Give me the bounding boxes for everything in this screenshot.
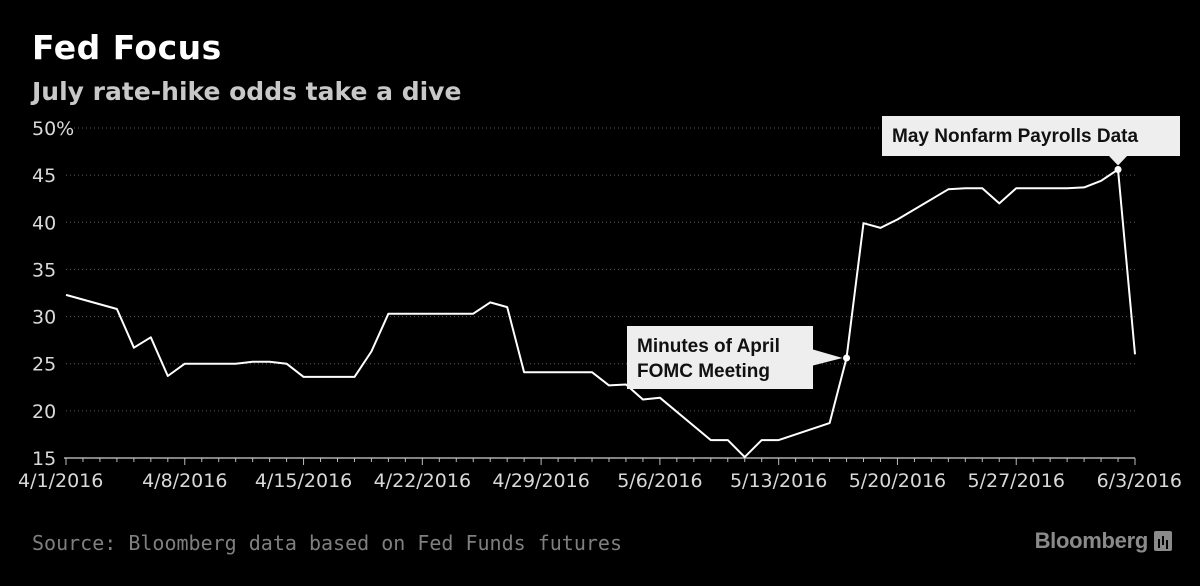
- bloomberg-mark-icon: [1154, 531, 1172, 551]
- x-tick-label: 4/22/2016: [374, 470, 471, 492]
- y-tick-label: 35: [32, 259, 56, 281]
- y-tick-label: 50%: [32, 118, 74, 140]
- annotation-point: [1114, 165, 1122, 173]
- y-tick-label: 25: [32, 354, 56, 376]
- annotation-box: Minutes of April FOMC Meeting: [627, 326, 843, 389]
- annotation-label: May Nonfarm Payrolls Data: [892, 126, 1138, 147]
- x-tick-label: 4/15/2016: [255, 470, 352, 492]
- x-tick-label: 4/29/2016: [492, 470, 589, 492]
- y-tick-label: 15: [32, 448, 56, 470]
- y-tick-labels: 50% 45 40 35 30 25 20 15: [32, 118, 74, 470]
- grid-lines: [66, 127, 1135, 412]
- x-tick-label: 6/3/2016: [1097, 470, 1182, 492]
- y-tick-label: 30: [32, 307, 56, 329]
- bloomberg-logo: Bloomberg: [1035, 528, 1172, 554]
- series-line-path: [65, 168, 1136, 459]
- y-tick-label: 45: [32, 165, 56, 187]
- chart-title: Fed Focus: [32, 28, 222, 67]
- x-tick-label: 4/8/2016: [142, 470, 227, 492]
- x-tick-label: 4/1/2016: [18, 470, 103, 492]
- x-tick-label: 5/6/2016: [617, 470, 702, 492]
- series-line: [65, 168, 1136, 459]
- x-tick-label: 5/27/2016: [968, 470, 1065, 492]
- annotation-point: [843, 354, 851, 362]
- chart-subtitle: July rate-hike odds take a dive: [32, 77, 462, 106]
- x-tick-label: 5/13/2016: [730, 470, 827, 492]
- x-tick-label: 5/20/2016: [849, 470, 946, 492]
- annotation-label: Minutes of April: [637, 336, 780, 357]
- annotations: Minutes of April FOMC Meeting May Nonfarm …: [627, 116, 1180, 389]
- logo-text: Bloomberg: [1034, 528, 1149, 553]
- y-tick-label: 40: [32, 212, 56, 234]
- annotation-label: FOMC Meeting: [637, 361, 770, 382]
- x-tick-labels: 4/1/2016 4/8/2016 4/15/2016 4/22/2016 4/29/2…: [18, 457, 1182, 492]
- y-tick-label: 20: [32, 401, 56, 423]
- annotation-box: May Nonfarm Payrolls Data: [882, 116, 1180, 166]
- source-note: Source: Bloomberg data based on Fed Fund…: [32, 531, 623, 555]
